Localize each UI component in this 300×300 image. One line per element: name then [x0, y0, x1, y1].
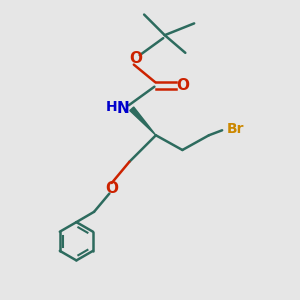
- Text: Br: Br: [226, 122, 244, 136]
- Text: N: N: [117, 101, 130, 116]
- Text: O: O: [129, 51, 142, 66]
- Polygon shape: [130, 107, 156, 135]
- Text: H: H: [105, 100, 117, 114]
- Text: O: O: [176, 78, 189, 93]
- Text: O: O: [105, 181, 118, 196]
